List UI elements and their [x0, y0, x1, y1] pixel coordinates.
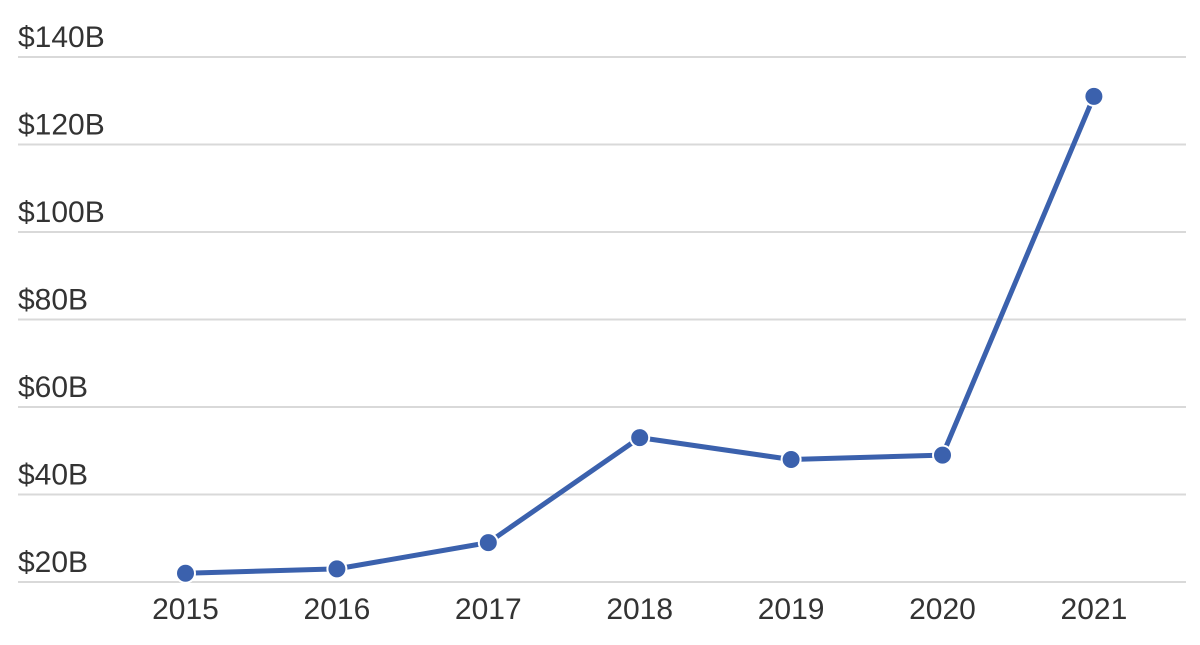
- y-tick-label: $20B: [18, 546, 88, 579]
- x-tick-label: 2015: [152, 593, 219, 626]
- y-tick-label: $60B: [18, 371, 88, 404]
- x-tick-label: 2016: [304, 593, 371, 626]
- x-tick-label: 2018: [606, 593, 673, 626]
- data-point-2015: [175, 562, 196, 584]
- data-point-2020: [932, 444, 953, 466]
- y-tick-label: $100B: [18, 196, 105, 229]
- data-point-2017: [477, 532, 499, 554]
- x-tick-label: 2017: [455, 593, 522, 626]
- data-point-2016: [326, 558, 348, 580]
- y-tick-label: $40B: [18, 459, 88, 492]
- y-tick-label: $120B: [18, 109, 105, 142]
- data-point-2021: [1083, 85, 1105, 107]
- x-tick-label: 2020: [909, 593, 976, 626]
- y-tick-label: $140B: [18, 21, 105, 54]
- y-tick-label: $80B: [18, 284, 88, 317]
- data-point-2018: [629, 427, 651, 449]
- x-tick-label: 2021: [1061, 593, 1128, 626]
- data-point-2019: [780, 449, 802, 470]
- x-tick-label: 2019: [758, 593, 825, 626]
